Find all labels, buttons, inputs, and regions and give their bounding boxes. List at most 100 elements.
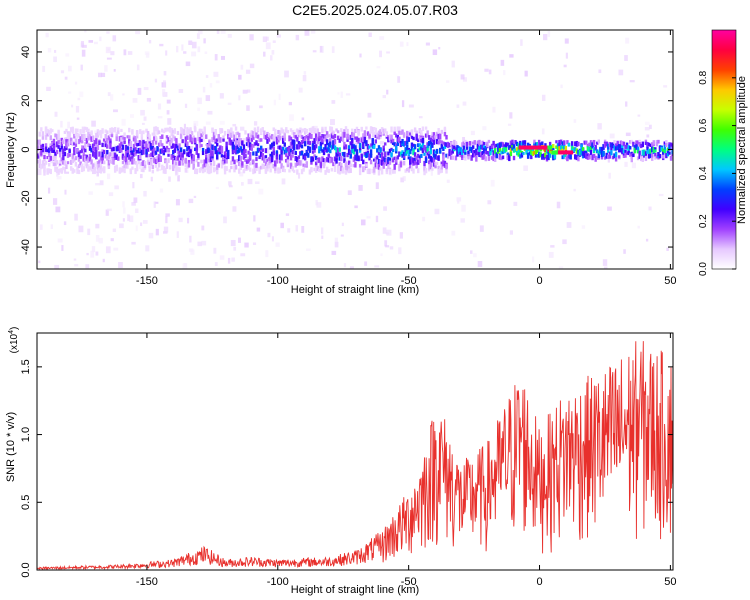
heat-cell <box>227 133 230 140</box>
heat-cell <box>380 127 384 132</box>
heat-cell <box>402 141 406 147</box>
heat-cell <box>504 146 508 152</box>
heat-cell <box>597 123 602 130</box>
heat-cell <box>407 156 411 160</box>
heat-cell <box>388 168 392 175</box>
heat-cell <box>181 128 184 133</box>
heat-cell <box>201 131 205 136</box>
heat-cell <box>393 163 396 170</box>
heat-cell <box>63 160 67 166</box>
heat-cell <box>351 128 354 135</box>
heat-cell <box>439 169 442 173</box>
heat-cell <box>129 140 133 147</box>
heat-cell <box>214 129 217 136</box>
heat-cell <box>47 152 51 157</box>
heat-cell <box>162 89 166 96</box>
heat-cell <box>409 164 412 169</box>
heat-cell <box>426 130 429 136</box>
heat-cell <box>413 157 417 161</box>
heat-cell <box>334 237 338 243</box>
heat-cell <box>73 150 76 156</box>
heat-cell <box>401 131 404 135</box>
heat-cell <box>442 159 445 163</box>
heat-cell <box>602 144 605 150</box>
heat-cell <box>322 158 326 163</box>
heat-cell <box>181 44 184 51</box>
heat-cell <box>265 250 269 258</box>
heat-cell <box>162 149 166 154</box>
heat-cell <box>461 149 464 155</box>
heat-cell <box>157 130 161 135</box>
heat-cell <box>512 144 516 149</box>
heat-cell <box>482 145 486 150</box>
heat-cell <box>402 132 406 137</box>
heat-cell <box>62 166 65 171</box>
heat-cell <box>352 145 356 151</box>
heat-cell <box>79 91 84 98</box>
heat-cell <box>269 156 272 161</box>
heat-cell <box>166 99 171 104</box>
heat-cell <box>90 250 95 258</box>
heat-cell <box>238 168 241 174</box>
heat-cell <box>124 156 128 162</box>
heat-cell <box>464 154 467 161</box>
heat-cell <box>220 55 225 60</box>
heat-cell <box>91 166 95 172</box>
heat-cell <box>156 146 159 151</box>
heat-cell <box>47 168 51 174</box>
heat-cell <box>292 132 296 138</box>
heat-cell <box>302 167 305 172</box>
heat-cell <box>99 132 103 139</box>
heat-cell <box>198 167 202 173</box>
heat-cell <box>168 165 172 169</box>
heat-cell <box>318 168 321 172</box>
heat-cell <box>362 159 365 165</box>
heat-cell <box>65 164 68 170</box>
heat-cell <box>225 141 228 147</box>
heat-cell <box>357 155 360 160</box>
heat-cell <box>421 147 425 154</box>
x-tick-label: 50 <box>664 275 676 287</box>
heat-cell <box>600 146 604 152</box>
heat-cell <box>446 80 450 83</box>
heat-cell <box>71 167 74 174</box>
heat-cell <box>341 167 345 172</box>
heat-cell <box>340 155 343 162</box>
heat-cell <box>319 169 323 173</box>
heat-cell <box>500 59 505 66</box>
heat-cell <box>305 248 311 251</box>
heat-cell <box>201 164 205 170</box>
heat-cell <box>663 85 668 88</box>
heat-cell <box>655 141 659 147</box>
heat-cell <box>609 133 615 139</box>
heat-cell <box>461 152 464 158</box>
heat-cell <box>179 127 183 131</box>
heat-cell <box>300 128 304 133</box>
heat-cell <box>201 168 205 173</box>
heat-cell <box>393 126 396 133</box>
heat-cell <box>451 230 456 236</box>
heat-cell <box>184 139 188 144</box>
heat-cell <box>178 154 181 158</box>
heat-cell <box>371 131 377 138</box>
heat-cell <box>431 138 434 142</box>
heat-cell <box>476 143 480 150</box>
snr-y-ticks: 0.00.51.01.5 <box>20 359 673 578</box>
heat-cell <box>57 129 60 136</box>
heat-cell <box>274 160 277 167</box>
heat-cell <box>91 246 96 253</box>
heat-cell <box>643 153 646 158</box>
heat-cell <box>384 157 387 163</box>
heat-cell <box>258 167 261 173</box>
heat-cell <box>329 149 332 154</box>
heat-cell <box>303 71 307 75</box>
heat-cell <box>646 150 649 154</box>
heat-cell <box>40 144 43 150</box>
heat-cell <box>196 33 200 39</box>
heat-cell <box>358 185 363 191</box>
heat-cell <box>205 157 208 164</box>
heat-cell <box>355 136 359 143</box>
heat-cell <box>368 168 371 175</box>
heat-cell <box>135 130 139 135</box>
heat-cell <box>591 140 594 144</box>
